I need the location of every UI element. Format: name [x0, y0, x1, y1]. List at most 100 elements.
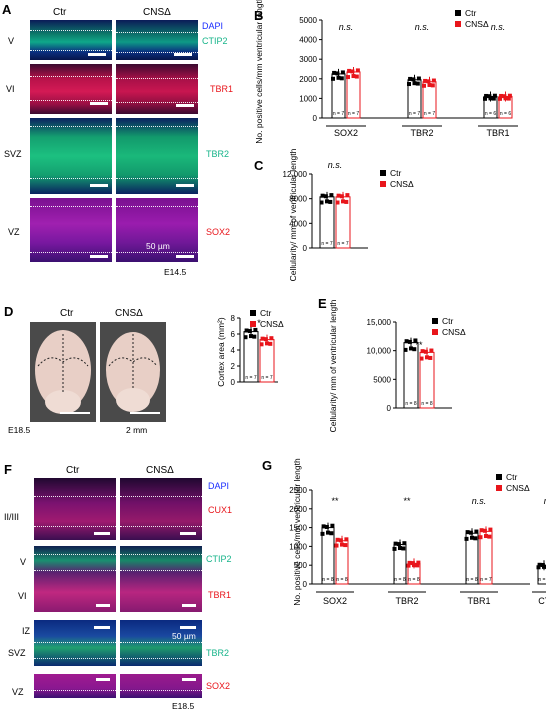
y-tick-label-B: 2000: [299, 75, 317, 84]
n-label-E: n = 8: [405, 401, 416, 407]
point-G-cns: [416, 560, 421, 565]
y-tick-label-B: 1000: [299, 94, 317, 103]
f-marker-ctip2: CTIP2: [206, 554, 232, 564]
point-C-ctr: [319, 200, 324, 205]
annotation-B: n.s.: [415, 22, 430, 32]
y-tick-label-D: 8: [231, 314, 236, 323]
a-marker-dapi: DAPI: [202, 21, 224, 31]
legend-swatch-cns-D: [250, 321, 256, 327]
y-tick-label-E: 10,000: [367, 347, 392, 356]
point-B-cns: [431, 78, 436, 83]
point-D-cns: [269, 336, 274, 341]
point-D-cns: [268, 341, 273, 346]
brain-image-ctr: [30, 322, 96, 422]
y-label-D: Cortex area (mm²): [216, 317, 226, 387]
y-label-E: Cellularity/ mm of ventricular length: [328, 299, 338, 432]
category-label-B: TBR2: [410, 128, 433, 138]
a-row-v: V: [8, 36, 15, 46]
n-label-G: n = 8: [322, 577, 333, 583]
point-G-cns: [415, 563, 420, 568]
n-label-D: n = 7: [245, 375, 256, 381]
legend-label-cns-D: CNSΔ: [260, 319, 284, 329]
point-G-ctr: [320, 531, 325, 536]
point-B-cns: [422, 83, 426, 88]
point-E-cns: [428, 355, 433, 360]
micrograph-a-vi-cns: [116, 64, 198, 114]
annotation-G: n.s.: [544, 496, 546, 506]
point-G-cns: [488, 527, 493, 532]
y-tick-label-E: 15,000: [367, 318, 392, 327]
category-label-G: TBR1: [467, 596, 490, 606]
f-marker-tbr1: TBR1: [208, 590, 232, 600]
y-tick-label-C: 8000: [289, 195, 307, 204]
point-B-cns: [346, 75, 350, 80]
point-G-cns: [487, 534, 492, 539]
category-label-G: SOX2: [323, 596, 347, 606]
f-row-iz: IZ: [22, 626, 30, 636]
a-stage: E14.5: [164, 267, 187, 277]
point-B-ctr: [492, 93, 497, 98]
n-label-B: n = 7: [348, 111, 359, 117]
point-G-cns: [410, 561, 415, 566]
micrograph-f-vz-ctr: [34, 674, 116, 698]
y-tick-label-G: 500: [294, 561, 308, 570]
y-tick-label-D: 2: [231, 362, 236, 371]
point-C-cns: [344, 199, 349, 204]
point-B-ctr: [484, 93, 489, 98]
legend-swatch-cns-G: [496, 485, 502, 491]
point-G-ctr: [401, 546, 406, 551]
a-scale-label: 50 µm: [146, 241, 170, 251]
point-E-cns: [420, 349, 425, 354]
point-G-cns: [338, 538, 343, 543]
a-col-ctr: Ctr: [53, 7, 67, 18]
legend-label-ctr-G: Ctr: [506, 472, 518, 482]
y-tick-label-D: 6: [231, 330, 236, 339]
legend-label-ctr-C: Ctr: [390, 168, 402, 178]
f-marker-cux1: CUX1: [208, 505, 233, 515]
n-label-D: n = 7: [261, 375, 272, 381]
point-G-ctr: [465, 530, 470, 535]
n-label-G: n = 8: [336, 577, 347, 583]
f-stage: E18.5: [172, 701, 195, 711]
panel-letter-f: F: [4, 462, 12, 477]
annotation-G: **: [331, 496, 339, 506]
y-tick-label-B: 0: [313, 114, 318, 123]
n-label-G: n = 8: [408, 577, 419, 583]
micrograph-a-vi-ctr: [30, 64, 112, 114]
y-tick-label-G: 2500: [289, 486, 307, 495]
legend-swatch-ctr-E: [432, 318, 438, 324]
f-row-v: V: [20, 557, 27, 567]
point-B-ctr: [491, 96, 496, 101]
point-G-cns: [334, 543, 339, 548]
point-D-ctr: [244, 328, 249, 333]
point-E-ctr: [413, 338, 418, 343]
point-D-ctr: [253, 327, 258, 332]
legend-label-cns-E: CNSΔ: [442, 327, 466, 337]
annotation-B: n.s.: [491, 22, 506, 32]
y-label-G: No. positive cells/mm ventricular length: [292, 458, 302, 606]
brain-cns-shape: [106, 332, 160, 414]
legend-swatch-ctr-G: [496, 474, 502, 480]
annotation-B: n.s.: [339, 22, 354, 32]
point-B-ctr: [339, 76, 344, 81]
micrograph-a-vz-cns: 50 µm: [116, 198, 198, 262]
a-marker-sox2: SOX2: [206, 227, 231, 237]
point-G-cns: [335, 537, 340, 542]
point-B-ctr: [335, 71, 340, 76]
point-B-cns: [502, 94, 507, 99]
point-G-ctr: [402, 541, 407, 546]
point-G-ctr: [473, 536, 478, 541]
n-label-C: n = 7: [321, 241, 332, 247]
micrograph-f-svz-cns: 50 µm: [120, 620, 202, 666]
brain-image-cns: [100, 322, 166, 422]
point-G-ctr: [330, 523, 335, 528]
point-G-cns: [344, 537, 349, 542]
point-E-ctr: [404, 339, 409, 344]
y-tick-label-C: 0: [303, 244, 308, 253]
point-G-ctr: [392, 546, 397, 551]
y-tick-label-G: 2000: [289, 505, 307, 514]
point-E-ctr: [403, 347, 408, 352]
legend-label-ctr-E: Ctr: [442, 316, 454, 326]
a-marker-tbr1: TBR1: [210, 84, 234, 94]
micrograph-a-svz-ctr: [30, 118, 112, 194]
